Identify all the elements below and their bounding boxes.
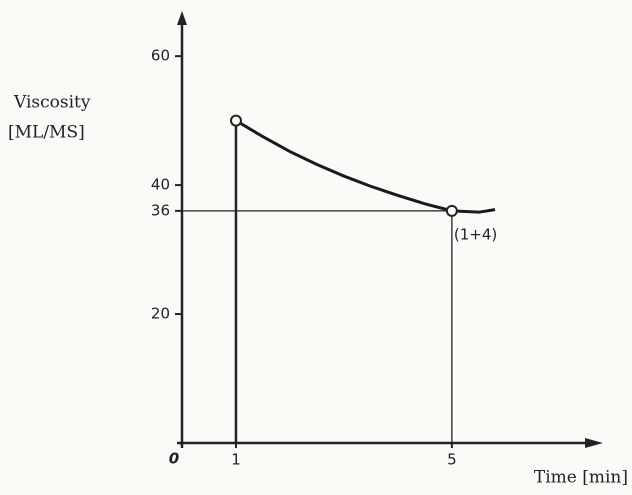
y-tick-label: 60 <box>151 47 170 65</box>
y-axis-arrow <box>177 11 187 25</box>
y-axis-label: [ML/MS] <box>8 123 85 143</box>
y-tick-label: 0 <box>169 450 179 468</box>
x-tick-label: 1 <box>231 451 241 469</box>
x-axis-label: Time [min] <box>534 468 628 488</box>
viscosity-curve <box>236 121 495 213</box>
y-axis-label: Viscosity <box>13 93 91 113</box>
chart: Viscosity [ML/MS] Time [min] 0 20 36 40 60 1 5… <box>0 0 632 495</box>
y-tick-label: 20 <box>151 305 170 323</box>
annotation: (1+4) <box>454 225 497 243</box>
x-tick-label: 5 <box>447 451 457 469</box>
y-tick-label: 40 <box>151 176 170 194</box>
point-marker <box>231 116 241 126</box>
point-marker <box>447 206 457 216</box>
x-axis-arrow <box>585 438 603 448</box>
page: Viscosity [ML/MS] Time [min] 0 20 36 40 60 1 5… <box>0 0 632 495</box>
y-tick-label: 36 <box>151 201 170 219</box>
